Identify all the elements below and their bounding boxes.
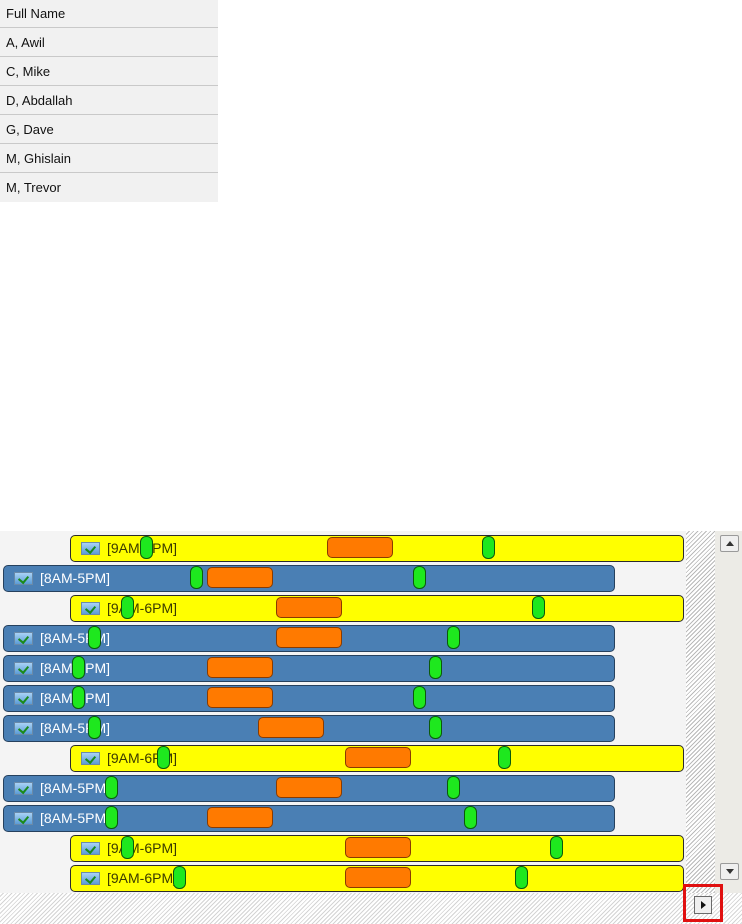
green-marker[interactable]	[72, 656, 85, 679]
checkbox-icon[interactable]	[81, 872, 100, 885]
schedule-row: [8AM-5PM]	[0, 803, 686, 833]
checkbox-icon[interactable]	[14, 782, 33, 795]
green-marker[interactable]	[429, 656, 442, 679]
green-marker[interactable]	[464, 806, 477, 829]
green-marker[interactable]	[413, 686, 426, 709]
shift-label: [9AM-6PM]	[107, 840, 178, 856]
green-marker[interactable]	[498, 746, 511, 769]
checkbox-icon[interactable]	[81, 842, 100, 855]
grid-row-name[interactable]: M, Trevor	[0, 173, 218, 202]
break-block[interactable]	[276, 597, 342, 618]
checkbox-icon[interactable]	[81, 752, 100, 765]
column-header-full-name[interactable]: Full Name	[0, 0, 218, 28]
shift-label: [8AM-5PM]	[40, 780, 111, 796]
break-block[interactable]	[276, 627, 342, 648]
grid-row-name[interactable]: G, Dave	[0, 115, 218, 144]
green-marker[interactable]	[447, 626, 460, 649]
green-marker[interactable]	[140, 536, 153, 559]
checkbox-icon[interactable]	[14, 722, 33, 735]
shift-label: [8AM-5PM]	[40, 570, 111, 586]
green-marker[interactable]	[88, 716, 101, 739]
break-block[interactable]	[276, 777, 342, 798]
break-block[interactable]	[258, 717, 324, 738]
green-marker[interactable]	[72, 686, 85, 709]
break-block[interactable]	[345, 867, 411, 888]
green-marker[interactable]	[413, 566, 426, 589]
schedule-row: [9AM-6PM]	[0, 533, 686, 563]
checkbox-icon[interactable]	[14, 632, 33, 645]
schedule-row: [8AM-5PM]	[0, 683, 686, 713]
green-marker[interactable]	[121, 836, 134, 859]
scroll-down-button[interactable]	[720, 863, 739, 880]
grid-row-name[interactable]: C, Mike	[0, 57, 218, 86]
grid-row-name[interactable]: D, Abdallah	[0, 86, 218, 115]
checkbox-icon[interactable]	[14, 572, 33, 585]
schedule-row: [8AM-5PM]	[0, 653, 686, 683]
schedule-row: [8AM-5PM]	[0, 773, 686, 803]
break-block[interactable]	[327, 537, 393, 558]
arrow-down-icon	[726, 869, 734, 874]
checkbox-icon[interactable]	[14, 692, 33, 705]
green-marker[interactable]	[105, 776, 118, 799]
schedule-timeline: [9AM-6PM][8AM-5PM][9AM-6PM][8AM-5PM][8AM…	[0, 531, 742, 924]
break-block[interactable]	[207, 687, 273, 708]
break-block[interactable]	[345, 837, 411, 858]
horizontal-scrollbar[interactable]	[0, 893, 742, 924]
shift-bar[interactable]: [8AM-5PM]	[3, 565, 615, 592]
green-marker[interactable]	[429, 716, 442, 739]
shift-bar[interactable]: [8AM-5PM]	[3, 685, 615, 712]
green-marker[interactable]	[157, 746, 170, 769]
checkbox-icon[interactable]	[14, 662, 33, 675]
break-block[interactable]	[207, 567, 273, 588]
green-marker[interactable]	[190, 566, 203, 589]
break-block[interactable]	[345, 747, 411, 768]
green-marker[interactable]	[532, 596, 545, 619]
shift-bar[interactable]: [8AM-5PM]	[3, 655, 615, 682]
schedule-row: [8AM-5PM]	[0, 623, 686, 653]
schedule-row: [9AM-6PM]	[0, 593, 686, 623]
green-marker[interactable]	[482, 536, 495, 559]
schedule-rows: [9AM-6PM][8AM-5PM][9AM-6PM][8AM-5PM][8AM…	[0, 531, 686, 893]
schedule-row: [8AM-5PM]	[0, 713, 686, 743]
checkbox-icon[interactable]	[81, 542, 100, 555]
green-marker[interactable]	[88, 626, 101, 649]
green-marker[interactable]	[105, 806, 118, 829]
shift-label: [9AM-6PM]	[107, 870, 178, 886]
scroll-up-button[interactable]	[720, 535, 739, 552]
shift-bar[interactable]: [8AM-5PM]	[3, 805, 615, 832]
arrow-up-icon	[726, 541, 734, 546]
hatched-region	[686, 531, 715, 893]
scroll-right-button[interactable]	[694, 896, 712, 914]
grid-row-name[interactable]: M, Ghislain	[0, 144, 218, 173]
shift-label: [9AM-6PM]	[107, 600, 178, 616]
arrow-right-icon	[701, 901, 706, 909]
checkbox-icon[interactable]	[14, 812, 33, 825]
green-marker[interactable]	[447, 776, 460, 799]
schedule-row: [8AM-5PM]	[0, 563, 686, 593]
highlight-box	[683, 884, 723, 922]
vertical-scrollbar[interactable]	[715, 531, 742, 893]
green-marker[interactable]	[550, 836, 563, 859]
green-marker[interactable]	[121, 596, 134, 619]
break-block[interactable]	[207, 657, 273, 678]
break-block[interactable]	[207, 807, 273, 828]
shift-label: [8AM-5PM]	[40, 810, 111, 826]
green-marker[interactable]	[173, 866, 186, 889]
checkbox-icon[interactable]	[81, 602, 100, 615]
grid-row-name[interactable]: A, Awil	[0, 28, 218, 57]
schedule-row: [9AM-6PM]	[0, 863, 686, 893]
schedule-row: [9AM-6PM]	[0, 743, 686, 773]
green-marker[interactable]	[515, 866, 528, 889]
shift-bar[interactable]: [9AM-6PM]	[70, 595, 684, 622]
name-grid: Full Name A, Awil C, Mike D, Abdallah G,…	[0, 0, 218, 202]
schedule-row: [9AM-6PM]	[0, 833, 686, 863]
